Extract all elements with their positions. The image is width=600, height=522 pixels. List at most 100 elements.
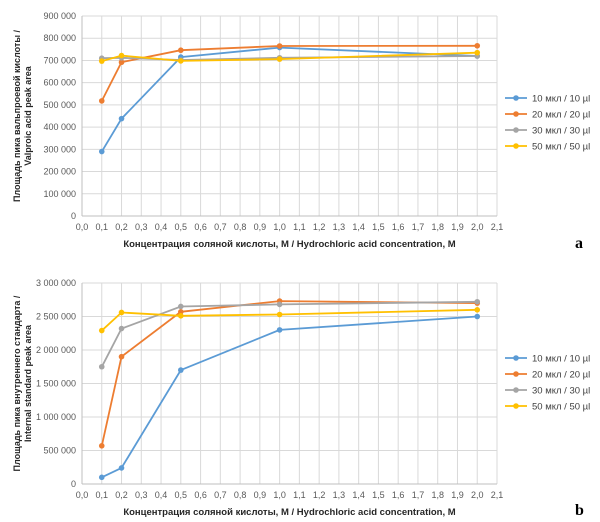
x-tick-label: 1,4: [352, 490, 365, 500]
x-tick-label: 0,3: [135, 222, 148, 232]
x-tick-label: 0,8: [234, 490, 247, 500]
x-tick-label: 0,2: [115, 490, 128, 500]
x-tick-label: 1,9: [451, 222, 464, 232]
data-point-50: [474, 307, 481, 313]
x-tick-label: 1,2: [313, 222, 326, 232]
x-tick-label: 1,8: [431, 222, 444, 232]
y-tick-label: 800 000: [43, 33, 76, 43]
data-point-50: [474, 49, 481, 56]
y-tick-label: 400 000: [43, 122, 76, 132]
data-point-20: [118, 59, 125, 66]
data-point-50: [98, 58, 105, 64]
y-tick-label: 1 000 000: [36, 412, 76, 422]
y-tick-label: 3 000 000: [36, 278, 76, 288]
x-tick-label: 1,2: [313, 490, 326, 500]
x-tick-label: 0,7: [214, 222, 227, 232]
x-axis-label: Концентрация соляной кислоты, М / Hydroc…: [123, 507, 455, 518]
legend-entry-50: 50 мкл / 50 µl: [532, 142, 590, 153]
x-tick-label: 1,8: [431, 490, 444, 500]
legend-entry-20: 20 мкл / 20 µl: [532, 110, 590, 121]
x-tick-label: 0,1: [96, 222, 109, 232]
data-point-30: [276, 301, 283, 308]
data-point-20: [98, 443, 105, 449]
data-point-50: [276, 56, 283, 62]
x-tick-label: 1,1: [293, 490, 306, 500]
y-axis-label-line1: Площадь пика вальпроевой кислоты /: [12, 29, 22, 202]
data-point-20: [474, 42, 481, 49]
legend-swatch-marker-10: [513, 355, 519, 361]
x-tick-label: 1,9: [451, 490, 464, 500]
x-tick-label: 2,0: [471, 490, 484, 500]
data-point-10: [98, 148, 105, 155]
x-tick-label: 0,5: [175, 222, 188, 232]
x-tick-label: 1,6: [392, 222, 405, 232]
x-tick-label: 1,0: [273, 222, 286, 232]
x-tick-label: 0,0: [76, 490, 89, 500]
legend-entry-10: 10 мкл / 10 µl: [532, 354, 590, 365]
x-tick-label: 0,2: [115, 222, 128, 232]
data-point-10: [276, 327, 283, 333]
data-point-20: [118, 353, 125, 360]
data-point-20: [98, 98, 105, 104]
x-tick-label: 0,3: [135, 490, 148, 500]
series-line-10: [101, 46, 478, 153]
data-point-30: [178, 303, 184, 310]
y-tick-label: 900 000: [43, 11, 76, 21]
data-point-30: [98, 363, 105, 370]
data-point-50: [98, 327, 105, 334]
y-axis-label-line2: Internal standard peak area: [23, 324, 33, 442]
x-tick-label: 0,9: [254, 490, 267, 500]
x-tick-label: 2,0: [471, 222, 484, 232]
y-tick-label: 500 000: [43, 100, 76, 110]
y-axis-label-line1: Площадь пика внутреннего стандарта /: [12, 295, 22, 471]
x-tick-label: 0,7: [214, 490, 227, 500]
x-tick-label: 0,1: [96, 490, 109, 500]
y-tick-label: 1 500 000: [36, 379, 76, 389]
data-point-20: [178, 309, 184, 315]
series-line-20: [100, 300, 478, 446]
y-tick-label: 2 000 000: [36, 345, 76, 355]
x-tick-label: 1,3: [333, 490, 346, 500]
legend-swatch-marker-50: [513, 143, 519, 149]
y-tick-label: 500 000: [43, 446, 76, 456]
legend-swatch-marker-20: [513, 111, 519, 117]
x-tick-label: 1,1: [293, 222, 306, 232]
data-point-50: [276, 311, 283, 318]
legend-entry-20: 20 мкл / 20 µl: [532, 370, 590, 381]
x-axis-label: Концентрация соляной кислоты, М / Hydroc…: [123, 239, 455, 250]
x-tick-label: 0,4: [155, 222, 168, 232]
y-tick-label: 700 000: [43, 55, 76, 65]
legend-swatch-marker-50: [513, 403, 519, 409]
data-point-10: [118, 115, 125, 122]
x-tick-label: 2,1: [491, 490, 504, 500]
y-tick-label: 0: [71, 479, 76, 489]
legend-swatch-marker-10: [513, 95, 519, 101]
x-tick-label: 2,1: [491, 222, 504, 232]
panel-letter: b: [575, 502, 584, 519]
x-tick-label: 1,7: [412, 222, 425, 232]
legend-entry-30: 30 мкл / 30 µl: [532, 386, 590, 397]
y-tick-label: 300 000: [43, 144, 76, 154]
data-point-20: [178, 47, 184, 54]
legend-swatch-marker-20: [513, 371, 519, 377]
y-tick-label: 200 000: [43, 167, 76, 177]
x-tick-label: 1,3: [333, 222, 346, 232]
data-point-50: [118, 309, 125, 316]
data-point-10: [474, 313, 481, 320]
x-tick-label: 0,5: [175, 490, 188, 500]
x-tick-label: 1,5: [372, 490, 385, 500]
y-tick-label: 100 000: [43, 189, 76, 199]
data-point-50: [178, 58, 184, 64]
x-tick-label: 0,8: [234, 222, 247, 232]
legend-swatch-marker-30: [513, 387, 519, 393]
x-tick-label: 1,0: [273, 490, 286, 500]
chart-panel-a: 0,0 0,1 0,2 0,3 0,4 0,5 0,6 0,7 0,8 0,9 1,0 1,1 1,2 1…: [12, 11, 590, 252]
data-point-10: [118, 465, 125, 471]
y-tick-label: 600 000: [43, 78, 76, 88]
x-tick-label: 0,6: [194, 222, 207, 232]
data-point-20: [276, 43, 283, 49]
data-point-10: [178, 367, 184, 373]
panel-letter: a: [575, 235, 583, 252]
data-point-50: [178, 313, 184, 319]
